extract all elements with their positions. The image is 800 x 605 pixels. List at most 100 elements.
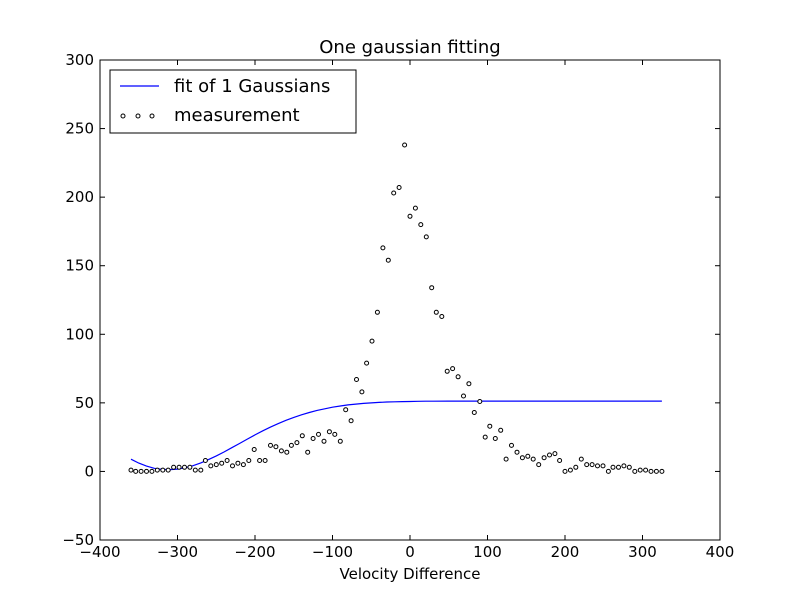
measurement-point <box>584 462 590 468</box>
measurement-point <box>519 455 525 461</box>
measurement-point <box>208 463 214 469</box>
legend-measurement-marker <box>135 113 141 119</box>
x-axis-label: Velocity Difference <box>340 565 481 583</box>
measurement-point <box>326 429 332 435</box>
measurement-point <box>332 431 338 437</box>
measurement-point <box>224 458 230 463</box>
measurement-point <box>589 462 595 468</box>
measurement-point <box>503 456 509 462</box>
measurement-point <box>369 338 375 344</box>
measurement-point <box>171 464 177 470</box>
y-tick-label: 250 <box>65 120 94 138</box>
measurement-point <box>374 309 380 315</box>
measurement-point <box>487 423 493 429</box>
measurement-point <box>246 458 252 463</box>
measurement-point <box>305 449 311 455</box>
measurement-point <box>632 468 638 474</box>
measurement-point <box>187 464 193 470</box>
measurement-point <box>562 468 568 474</box>
measurement-point <box>380 245 386 251</box>
measurement-point <box>429 285 435 291</box>
measurement-point <box>525 453 531 459</box>
measurement-point <box>144 468 149 474</box>
legend-measurement-marker <box>120 113 126 119</box>
measurement-point <box>219 460 225 466</box>
measurement-point <box>450 366 456 372</box>
measurement-point <box>643 467 649 473</box>
measurement-point <box>396 185 402 190</box>
measurement-point <box>230 463 235 469</box>
measurement-point <box>321 438 327 444</box>
x-tick-label: 100 <box>473 543 502 561</box>
y-tick-label: 150 <box>65 257 94 275</box>
measurement-point <box>433 309 439 315</box>
x-tick-label: −200 <box>234 543 275 561</box>
measurement-point <box>268 442 273 448</box>
legend-box <box>109 69 357 134</box>
measurement-point <box>626 464 632 470</box>
legend-fit-label: fit of 1 Gaussians <box>174 76 330 97</box>
measurement-point <box>418 222 424 228</box>
measurement-point <box>605 468 611 474</box>
measurement-point <box>391 190 397 196</box>
y-tick-label: 300 <box>65 51 94 69</box>
y-tick-label: 200 <box>65 188 94 206</box>
legend-measurement-marker <box>149 113 155 119</box>
measurement-point <box>541 455 547 461</box>
measurement-point <box>154 467 160 473</box>
measurement-point <box>412 205 418 211</box>
x-tick-label: −100 <box>312 543 353 561</box>
measurement-point <box>471 410 477 415</box>
x-tick-label: −400 <box>79 543 120 561</box>
measurement-point <box>573 464 579 470</box>
measurement-point <box>299 433 305 439</box>
measurement-point <box>616 464 621 470</box>
measurement-point <box>530 456 536 462</box>
measurement-point <box>359 389 365 395</box>
measurement-point <box>138 468 144 474</box>
x-tick-label: 200 <box>551 543 580 561</box>
measurement-point <box>557 458 563 463</box>
measurement-point <box>240 462 246 468</box>
x-tick-label: 0 <box>405 543 415 561</box>
measurement-point <box>659 468 665 474</box>
measurement-point <box>149 468 155 474</box>
measurement-point <box>310 436 316 441</box>
measurement-point <box>257 458 263 463</box>
legend-measurement-label: measurement <box>174 105 300 126</box>
measurement-point <box>461 393 466 399</box>
legend-measurement-marker-sample <box>120 113 155 119</box>
measurement-point <box>578 456 584 462</box>
y-tick-label: −50 <box>62 531 94 549</box>
measurement-point <box>402 142 408 148</box>
measurement-point <box>653 468 659 474</box>
measurement-point <box>477 399 483 404</box>
x-tick-label: 400 <box>706 543 735 561</box>
x-tick-label: −300 <box>157 543 198 561</box>
measurement-point <box>278 448 284 454</box>
measurement-point <box>423 234 429 240</box>
measurement-point <box>251 447 257 452</box>
measurement-point <box>482 434 488 440</box>
measurement-point <box>133 468 139 474</box>
measurement-point <box>354 377 359 382</box>
measurement-point <box>294 440 300 446</box>
measurement-point <box>455 374 461 380</box>
measurement-point <box>165 467 171 473</box>
y-tick-label: 0 <box>84 462 94 480</box>
x-tick-label: 300 <box>628 543 657 561</box>
measurement-point <box>337 438 343 444</box>
measurement-point <box>407 213 413 219</box>
measurement-point <box>492 436 498 441</box>
measurement-point <box>262 458 268 463</box>
measurement-point <box>364 360 370 366</box>
measurement-point <box>514 449 520 455</box>
measurement-point <box>316 431 321 437</box>
measurement-point <box>192 467 198 473</box>
measurement-point <box>567 467 573 473</box>
measurement-point <box>444 368 450 374</box>
y-tick-label: 50 <box>75 394 94 412</box>
chart-title: One gaussian fitting <box>319 37 500 58</box>
measurement-point <box>182 464 187 470</box>
